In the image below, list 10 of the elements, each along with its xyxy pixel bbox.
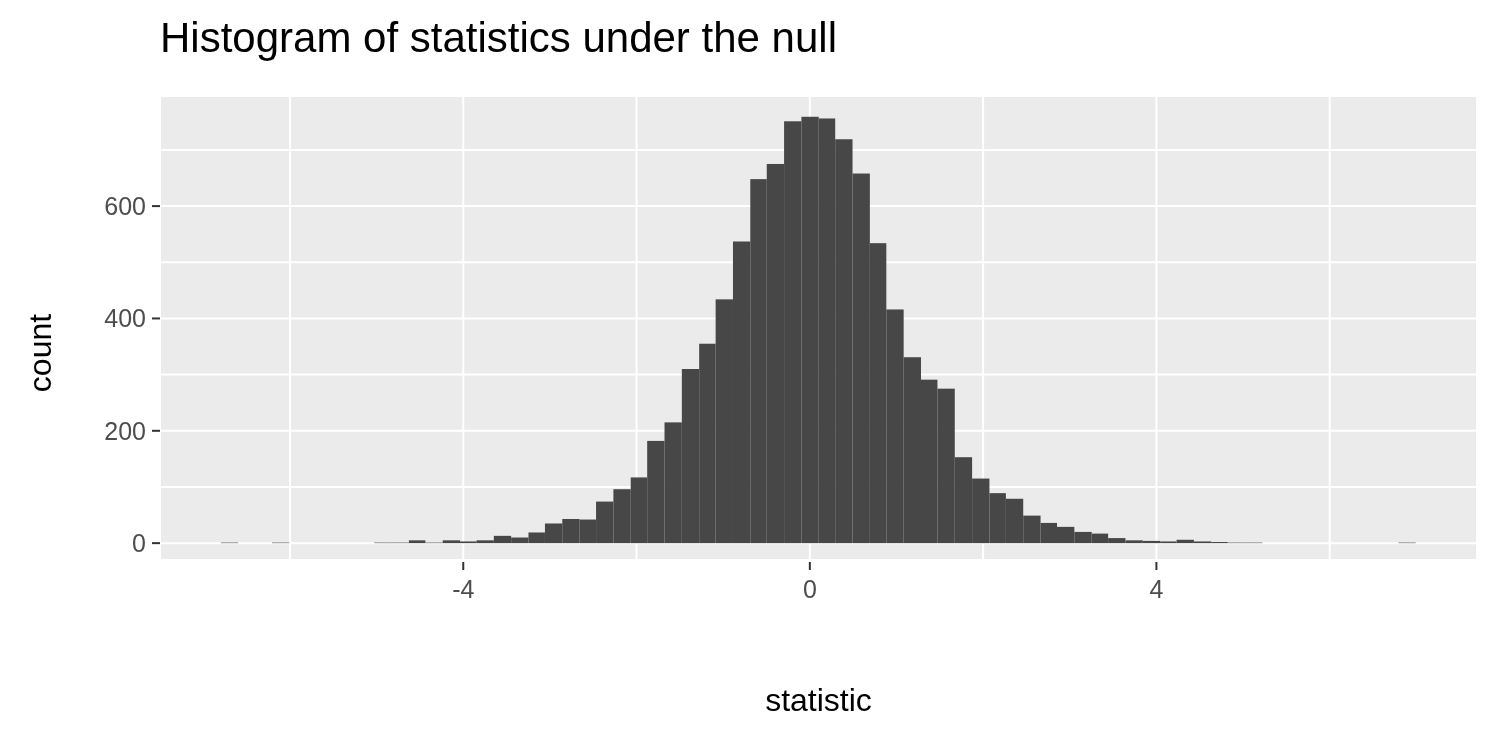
- x-tick-label: 0: [802, 575, 817, 603]
- x-axis-title: statistic: [764, 682, 873, 719]
- y-tick-label: 200: [104, 416, 146, 445]
- y-axis-title: count: [21, 313, 59, 393]
- chart-title: Histogram of statistics under the null: [160, 14, 837, 62]
- y-tick-label: 600: [104, 192, 146, 221]
- y-tick-label: 0: [132, 529, 146, 558]
- x-tick-label: 4: [1149, 575, 1164, 603]
- y-tick-label: 400: [104, 304, 146, 333]
- x-tick-label: -4: [452, 575, 475, 603]
